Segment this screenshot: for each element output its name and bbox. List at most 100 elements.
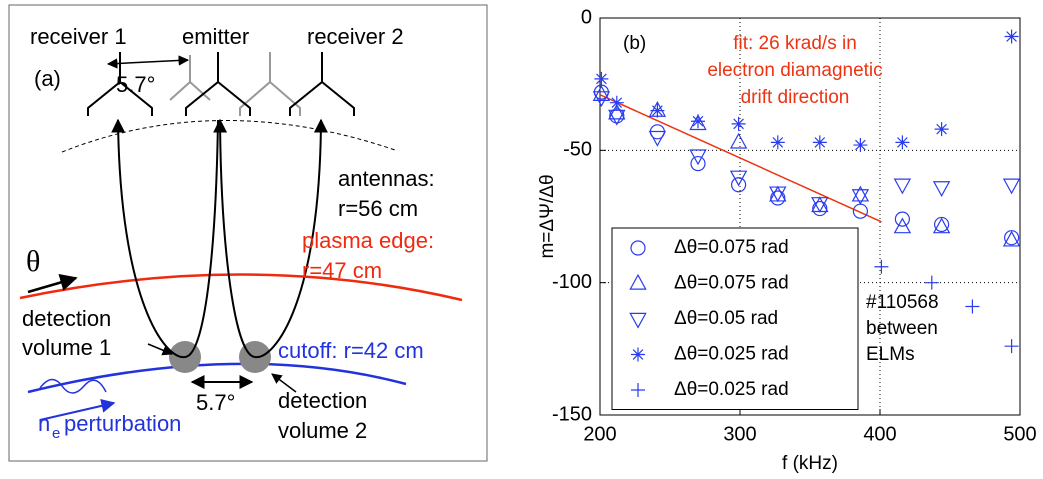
y-tick-label: 0 xyxy=(581,6,592,28)
data-point xyxy=(648,130,667,147)
x-axis-label: f (kHz) xyxy=(782,453,838,474)
ray xyxy=(254,118,328,359)
note: ELMs xyxy=(866,344,915,365)
legend-marker xyxy=(631,383,645,397)
plasma-edge xyxy=(19,273,463,302)
panel-frame xyxy=(8,4,488,462)
data-point xyxy=(874,259,889,274)
perturbation-arrow xyxy=(39,398,116,421)
data-point xyxy=(934,122,949,137)
y-axis-label: m=ΔΨ/Δθ xyxy=(537,174,558,258)
label: r=56 cm xyxy=(338,196,418,221)
data-point xyxy=(933,216,950,233)
antenna-arc xyxy=(61,120,396,153)
data-point xyxy=(770,135,785,150)
legend-label: Δθ=0.025 rad xyxy=(674,379,789,400)
legend-marker xyxy=(631,347,645,362)
legend-marker xyxy=(629,273,647,290)
data-point xyxy=(689,114,707,131)
note: #110568 xyxy=(866,292,939,313)
data-point xyxy=(592,85,611,101)
label: 5.7° xyxy=(196,390,235,415)
data-point xyxy=(729,132,748,149)
ray xyxy=(184,119,219,358)
y-tick-label: -150 xyxy=(552,403,592,425)
antenna-gray xyxy=(169,55,211,101)
annotation: fit: 26 krad/s in xyxy=(733,33,857,54)
data-point xyxy=(770,190,786,206)
data-point xyxy=(1003,230,1020,246)
angle-arrow xyxy=(106,55,190,69)
data-point xyxy=(851,185,870,202)
data-point xyxy=(609,95,624,110)
data-point xyxy=(812,200,828,217)
y-tick-label: -50 xyxy=(563,139,592,161)
label: volume 2 xyxy=(278,418,367,443)
legend-label: Δθ=0.025 rad xyxy=(674,344,789,365)
data-point xyxy=(893,178,912,195)
data-point xyxy=(731,116,746,131)
pointer xyxy=(271,373,297,393)
legend-marker xyxy=(630,240,646,256)
data-point xyxy=(853,138,868,153)
data-point xyxy=(730,177,747,193)
label: receiver 2 xyxy=(307,24,404,49)
label: detection xyxy=(278,388,367,413)
label: θ xyxy=(26,245,40,278)
data-point xyxy=(924,275,939,290)
data-point xyxy=(1004,29,1019,44)
legend-marker xyxy=(629,312,647,329)
x-tick-label: 200 xyxy=(583,423,616,445)
panel-label: (b) xyxy=(623,33,646,54)
data-point xyxy=(690,155,706,172)
data-point xyxy=(932,217,951,234)
label: antennas: xyxy=(338,166,435,191)
legend-label: Δθ=0.05 rad xyxy=(674,308,778,329)
annotation: drift direction xyxy=(741,87,850,108)
data-point xyxy=(895,135,910,150)
antenna xyxy=(185,52,251,116)
data-point xyxy=(852,203,869,219)
data-point xyxy=(769,186,787,203)
data-point xyxy=(894,211,911,227)
note: between xyxy=(866,318,938,339)
data-point xyxy=(893,217,912,234)
antenna-gray xyxy=(239,52,301,116)
data-point xyxy=(650,103,665,118)
legend-label: Δθ=0.075 rad xyxy=(674,237,789,258)
label: volume 1 xyxy=(22,335,111,360)
label: detection xyxy=(22,306,111,331)
data-point xyxy=(594,71,609,86)
pointer xyxy=(147,343,173,356)
wave xyxy=(39,378,107,394)
data-point xyxy=(608,109,626,126)
fit-line xyxy=(599,94,882,223)
label: receiver 1 xyxy=(30,24,127,49)
panel-label: (a) xyxy=(34,66,61,91)
label: cutoff: r=42 cm xyxy=(278,338,424,363)
label: r=47 cm xyxy=(302,258,382,283)
chart: 200 300 400 500 0 -50 -100 -150 f (kHz) m=ΔΨ/Δθ (b… xyxy=(537,6,1037,474)
label: 5.7° xyxy=(116,72,155,97)
data-point xyxy=(1004,339,1019,354)
x-tick-label: 300 xyxy=(723,423,756,445)
data-point xyxy=(1002,178,1021,195)
x-tick-label: 400 xyxy=(863,423,896,445)
data-point xyxy=(812,135,827,150)
data-point xyxy=(689,149,707,166)
y-tick-label: -100 xyxy=(552,271,592,293)
label: emitter xyxy=(182,24,249,49)
ray xyxy=(111,118,186,359)
data-point xyxy=(965,299,980,314)
diagram: receiver 1 emitter receiver 2 (a) 5.7° a… xyxy=(8,4,488,462)
x-tick-label: 500 xyxy=(1003,423,1036,445)
ray xyxy=(213,118,256,358)
antenna xyxy=(289,52,355,116)
data-point xyxy=(592,91,611,108)
label: perturbation xyxy=(64,411,181,436)
label: n xyxy=(38,411,50,436)
annotation: electron diamagnetic xyxy=(707,60,882,81)
legend-label: Δθ=0.075 rad xyxy=(674,273,789,294)
